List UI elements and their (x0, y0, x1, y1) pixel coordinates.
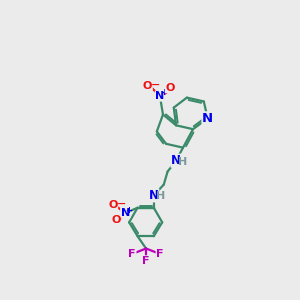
Text: H: H (178, 157, 188, 166)
Text: −: − (117, 199, 126, 209)
Text: N: N (171, 154, 181, 167)
Text: +: + (126, 206, 133, 214)
Text: O: O (143, 81, 152, 91)
Text: F: F (142, 256, 150, 266)
Text: N: N (202, 112, 213, 125)
Text: N: N (155, 91, 164, 101)
Text: H: H (156, 191, 165, 201)
Text: −: − (151, 80, 160, 89)
Text: O: O (165, 82, 175, 93)
Text: O: O (111, 215, 121, 225)
Text: F: F (128, 249, 136, 259)
Text: N: N (149, 189, 159, 202)
Text: N: N (121, 208, 130, 218)
Text: +: + (160, 88, 167, 98)
Text: F: F (156, 249, 164, 259)
Text: O: O (108, 200, 118, 210)
